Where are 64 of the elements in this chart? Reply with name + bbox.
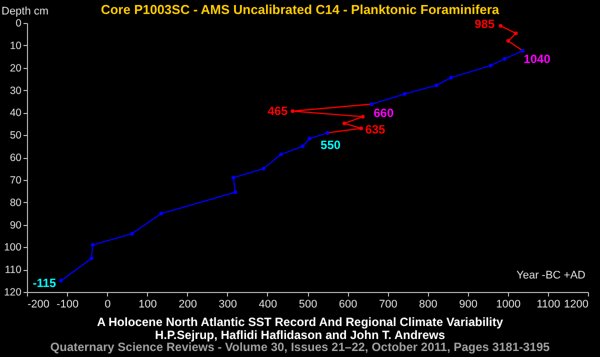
x-tick-label: -100 (56, 298, 79, 310)
x-tick-label: 800 (419, 298, 438, 310)
y-tick-label: 70 (10, 174, 22, 186)
x-tick-label: 1100 (536, 298, 560, 310)
y-tick-label: 110 (4, 264, 22, 276)
y-tick-label: 10 (10, 40, 22, 52)
x-tick-label: 300 (218, 298, 238, 310)
text: A Holocene North Atlantic SST Record And Regional Climate Variability (96, 315, 504, 329)
annotation: 635 (365, 122, 386, 136)
text: Quaternary Science Reviews - Volume 30, Issues 21–22, October 2011, Pages 3181-3195 (49, 340, 551, 354)
point (159, 212, 164, 216)
point (130, 232, 134, 236)
point (488, 64, 492, 68)
point (434, 83, 438, 88)
point (59, 278, 63, 283)
annotation: 465 (268, 104, 288, 118)
point (506, 39, 510, 43)
y-tick-label: 60 (10, 152, 22, 164)
annotation: 550 (320, 138, 341, 152)
point (234, 190, 238, 194)
point (498, 24, 503, 28)
x-tick-label: 600 (338, 298, 358, 310)
annotation: -115 (32, 276, 56, 290)
y-tick-label: 50 (10, 130, 22, 142)
x-tick-label: -200 (28, 298, 50, 310)
point (359, 126, 364, 130)
y-tick-label: 20 (10, 62, 22, 74)
x-tick-label: 700 (378, 298, 398, 310)
y-tick-label: 40 (10, 107, 22, 120)
y-tick-label: 0 (16, 18, 22, 30)
x-tick-label: 400 (258, 298, 278, 310)
y-tick-label: 90 (10, 219, 22, 232)
x-tick-label: 1200 (564, 298, 588, 310)
annotation: 985 (474, 16, 495, 31)
point (279, 152, 283, 156)
point (231, 176, 236, 180)
chart-title: Core P1003SC - AMS Uncalibrated C14 - Planktonic Foraminifera (100, 2, 500, 17)
x-tick-label: 200 (178, 298, 197, 310)
text: H.P.Sejrup, Haflidi Haflidason and John T. Andrews (154, 328, 446, 342)
x-tick-label: 100 (138, 298, 157, 310)
y-tick-label: 100 (4, 242, 22, 254)
point (502, 57, 507, 61)
y-tick-label: 120 (4, 286, 22, 298)
annotation: 660 (374, 106, 394, 120)
point (360, 114, 365, 119)
x-tick-label: 900 (459, 298, 478, 310)
annotation: 1040 (524, 52, 551, 66)
y-tick-label: 80 (10, 196, 22, 209)
x-tick-label: 500 (298, 298, 318, 310)
point (300, 144, 305, 148)
point (290, 109, 295, 113)
y-tick-label: 30 (10, 84, 22, 97)
x-tick-label: 0 (104, 298, 111, 310)
point (514, 31, 518, 36)
point (262, 166, 266, 171)
point (90, 256, 94, 260)
point (402, 92, 406, 96)
point (342, 122, 346, 126)
point (308, 136, 312, 141)
x-tick-label: 1000 (496, 298, 521, 310)
y-axis-title: Depth cm (2, 6, 49, 18)
point (449, 76, 453, 80)
x-axis-title: Year -BC +AD (516, 270, 586, 282)
point (90, 243, 95, 247)
